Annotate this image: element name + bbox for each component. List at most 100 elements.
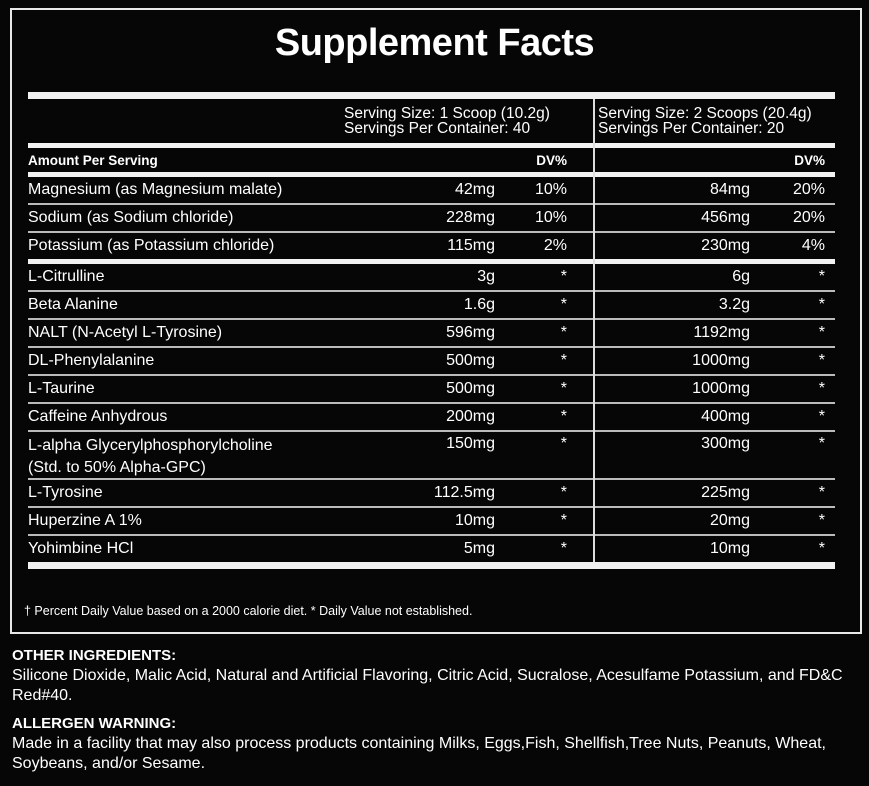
daily-value: * (818, 540, 825, 557)
nutrient-name: Caffeine Anhydrous (28, 408, 168, 425)
daily-value: 4% (801, 237, 825, 254)
table-row: Sodium (as Sodium chloride) 228mg 10% 456mg… (28, 205, 835, 231)
name-line: L-alpha Glycerylphosphorylcholine (28, 437, 273, 454)
amount: 1000mg (692, 352, 750, 369)
nutrient-name: Potassium (as Potassium chloride) (28, 237, 275, 254)
amount: 400mg (701, 408, 750, 425)
table-row: L-Taurine 500mg * 1000mg * (28, 376, 835, 402)
amount: 300mg (701, 435, 750, 452)
daily-value: * (560, 512, 567, 529)
amount: 20mg (709, 512, 750, 529)
serving-2: Serving Size: 2 Scoops (20.4g) Servings P… (593, 105, 812, 137)
divider (28, 259, 835, 264)
amount: 225mg (701, 484, 750, 501)
nutrient-name: L-Citrulline (28, 268, 105, 285)
amount: 6g (732, 268, 750, 285)
table-row: Magnesium (as Magnesium malate) 42mg 10% 84… (28, 177, 835, 203)
daily-value: * (818, 352, 825, 369)
table-row: Caffeine Anhydrous 200mg * 400mg * (28, 404, 835, 430)
amount: 3.2g (718, 296, 750, 313)
amount: 500mg (446, 380, 495, 397)
daily-value: * (818, 408, 825, 425)
row-divider (28, 318, 835, 320)
table-row: L-Tyrosine 112.5mg * 225mg * (28, 480, 835, 506)
nutrient-name: Magnesium (as Magnesium malate) (28, 181, 283, 198)
row-divider (28, 534, 835, 536)
daily-value: * (560, 380, 567, 397)
nutrient-name: L-alpha Glycerylphosphorylcholine (Std. t… (28, 435, 428, 479)
servings-per-container: Servings Per Container: 20 (598, 120, 785, 137)
table-row: L-Citrulline 3g * 6g * (28, 264, 835, 290)
nutrient-name: DL-Phenylalanine (28, 352, 155, 369)
supplement-facts-panel (10, 8, 862, 634)
facts-table: Serving Size: 1 Scoop (10.2g) Servings Pe… (28, 92, 835, 569)
amount: 112.5mg (433, 484, 495, 501)
daily-value: * (560, 540, 567, 557)
daily-value: 10% (534, 209, 567, 226)
amount: 42mg (454, 181, 495, 198)
amount: 500mg (446, 352, 495, 369)
daily-value: * (818, 484, 825, 501)
panel-title: Supplement Facts (274, 22, 595, 64)
daily-value: * (818, 435, 825, 452)
row-divider (28, 430, 835, 432)
daily-value: * (560, 352, 567, 369)
daily-value: * (818, 380, 825, 397)
other-ingredients: OTHER INGREDIENTS: Silicone Dioxide, Mal… (12, 646, 862, 706)
divider (28, 143, 835, 148)
table-row: Beta Alanine 1.6g * 3.2g * (28, 292, 835, 318)
amount: 10mg (454, 512, 495, 529)
daily-value: * (560, 435, 567, 452)
amount-header: Amount Per Serving (28, 152, 158, 168)
amount: 200mg (446, 408, 495, 425)
serving-size: Serving Size: 1 Scoop (10.2g) (344, 105, 550, 122)
divider (28, 172, 835, 177)
nutrient-name: Huperzine A 1% (28, 512, 142, 529)
dv-header: DV% (536, 152, 567, 168)
servings-per-container: Servings Per Container: 40 (344, 120, 531, 137)
row-divider (28, 203, 835, 205)
nutrient-name: L-Tyrosine (28, 484, 103, 501)
daily-value: * (560, 268, 567, 285)
amount: 596mg (446, 324, 495, 341)
daily-value: 10% (534, 181, 567, 198)
column-divider (593, 99, 595, 562)
daily-value: * (560, 296, 567, 313)
footnote: † Percent Daily Value based on a 2000 ca… (24, 604, 473, 618)
amount: 5mg (463, 540, 495, 557)
allergen-label: ALLERGEN WARNING: (12, 715, 177, 732)
amount: 3g (477, 268, 495, 285)
daily-value: * (560, 484, 567, 501)
serving-size: Serving Size: 2 Scoops (20.4g) (598, 105, 812, 122)
table-row: Yohimbine HCl 5mg * 10mg * (28, 536, 835, 562)
row-divider (28, 231, 835, 233)
serving-1: Serving Size: 1 Scoop (10.2g) Servings Pe… (28, 105, 593, 137)
daily-value: * (818, 296, 825, 313)
other-ingredients-label: OTHER INGREDIENTS: (12, 647, 177, 664)
table-row: Huperzine A 1% 10mg * 20mg * (28, 508, 835, 534)
row-divider (28, 346, 835, 348)
daily-value: 20% (792, 181, 825, 198)
amount: 150mg (446, 435, 495, 452)
row-divider (28, 402, 835, 404)
row-divider (28, 478, 835, 480)
daily-value: * (818, 324, 825, 341)
nutrient-name: L-Taurine (28, 380, 95, 397)
divider (28, 92, 835, 99)
row-divider (28, 506, 835, 508)
amount: 10mg (709, 540, 750, 557)
daily-value: * (818, 512, 825, 529)
daily-value: * (560, 324, 567, 341)
nutrient-name: Beta Alanine (28, 296, 118, 313)
nutrient-name: NALT (N-Acetyl L-Tyrosine) (28, 324, 223, 341)
row-divider (28, 290, 835, 292)
dv-header: DV% (794, 152, 825, 168)
daily-value: 2% (543, 237, 567, 254)
amount: 1192mg (693, 324, 750, 341)
header-row: Amount Per Serving DV% DV% (28, 148, 835, 172)
amount: 1000mg (692, 380, 750, 397)
daily-value: * (560, 408, 567, 425)
allergen-text: Made in a facility that may also process… (12, 735, 826, 772)
nutrient-name: Sodium (as Sodium chloride) (28, 209, 234, 226)
amount: 228mg (446, 209, 495, 226)
